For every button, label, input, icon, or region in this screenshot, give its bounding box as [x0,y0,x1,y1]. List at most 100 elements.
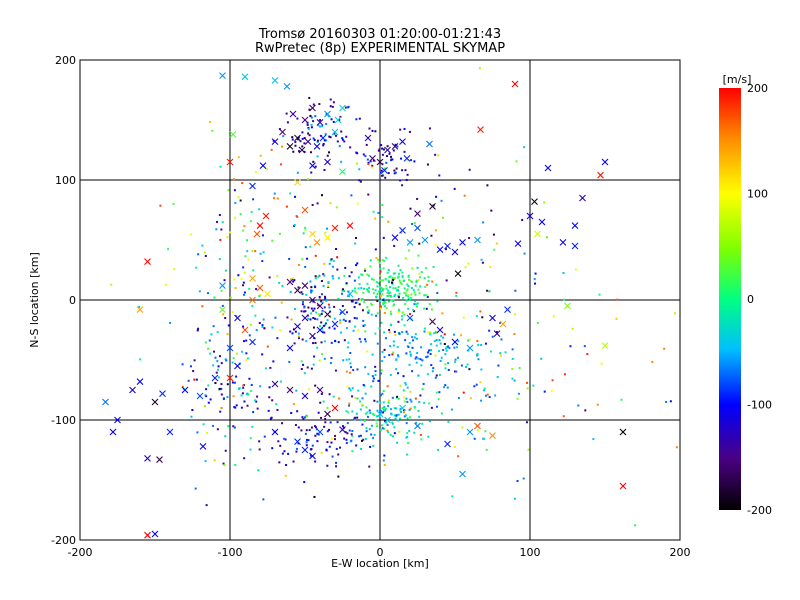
data-point-dot [312,103,315,106]
data-point-dot [335,461,338,464]
data-point-dot [323,262,326,265]
data-point-dot [376,285,379,288]
data-point-dot [384,337,387,340]
data-point-dot [285,112,288,115]
data-point-dot [410,400,413,403]
colorbar-tick-label: -200 [747,504,772,517]
data-point-dot [415,280,418,283]
data-point-dot [682,268,684,270]
data-point-cross [466,344,474,352]
data-point-dot [489,265,492,268]
data-point-dot [318,314,321,317]
data-point-dot [401,275,404,278]
data-point-cross [279,128,286,136]
data-point-dot [261,324,264,327]
data-point-dot [386,294,389,297]
data-point-dot [310,116,313,119]
data-point-dot [216,220,219,223]
data-point-dot [255,288,258,291]
data-point-dot [216,360,219,363]
data-point-dot [317,299,320,302]
data-point-dot [263,327,266,330]
data-point-cross [619,482,627,490]
data-point-dot [381,153,384,156]
data-point-dot [366,288,369,291]
data-point-dot [207,347,210,350]
data-point-dot [433,332,436,335]
data-point-dot [534,282,537,285]
data-point-dot [307,178,310,181]
data-point-dot [316,155,319,158]
data-point-dot [397,355,400,358]
data-point-dot [766,379,768,381]
data-point-dot [379,401,382,404]
data-point-dot [423,401,426,404]
data-point-dot [308,96,311,99]
data-point-dot [278,281,281,284]
data-point-dot [397,296,400,299]
data-point-dot [350,439,353,442]
data-point-dot [455,370,458,373]
data-point-cross [256,222,264,229]
data-point-dot [314,317,317,320]
data-point-dot [223,464,226,467]
data-point-dot [243,271,246,274]
data-point-dot [485,394,488,397]
data-point-cross [489,314,496,322]
data-point-dot [242,266,245,269]
data-point-dot [411,336,414,339]
data-point-dot [409,207,412,210]
data-point-cross [226,344,234,352]
data-point-dot [357,276,360,279]
data-point-dot [264,367,267,370]
data-point-dot [290,412,293,415]
data-point-dot [414,300,417,303]
data-point-dot [267,409,270,412]
data-point-dot [402,375,405,378]
data-point-dot [390,312,393,315]
data-point-dot [382,148,385,151]
data-point-dot [224,435,227,438]
data-point-dot [407,441,410,444]
data-point-dot [350,271,353,274]
data-point-cross [324,158,331,166]
data-point-cross [181,386,189,394]
data-point-dot [322,144,325,147]
data-point-dot [362,298,365,301]
data-point-dot [361,309,364,312]
data-point-dot [291,332,294,335]
data-point-dot [314,286,317,289]
data-point-dot [330,437,333,440]
data-point-dot [348,429,351,432]
data-point-dot [372,288,375,291]
data-point-dot [240,350,243,353]
data-point-cross [234,314,241,322]
data-point-dot [309,115,312,118]
data-point-dot [271,447,274,450]
data-point-dot [396,395,399,398]
data-point-dot [209,398,212,401]
data-point-dot [270,148,273,151]
data-point-dot [344,106,347,109]
data-point-dot [301,137,304,140]
data-point-dot [438,339,441,342]
data-point-cross [454,270,462,277]
data-point-dot [406,432,409,435]
data-point-dot [468,368,471,371]
data-point-dot [361,404,364,407]
data-point-dot [395,167,398,170]
data-point-dot [513,379,516,382]
data-point-dot [308,429,311,432]
data-point-cross [538,218,546,226]
data-point-dot [423,277,426,280]
data-point-dot [327,281,330,284]
data-point-dot [307,439,310,442]
data-point-dot [480,343,483,346]
data-point-dot [341,288,344,291]
data-point-dot [486,184,489,187]
data-point-dot [361,423,364,426]
data-point-cross [253,230,261,238]
data-point-cross [571,242,579,250]
data-point-dot [159,204,162,207]
data-point-dot [426,351,429,354]
